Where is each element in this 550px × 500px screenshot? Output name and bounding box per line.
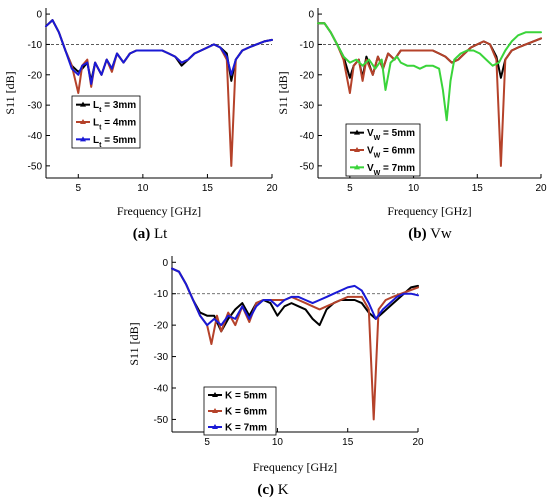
legend-label-main: K = 7mm (225, 423, 267, 434)
legend-label-main: L (93, 118, 99, 129)
y-tick-label: -30 (28, 101, 43, 112)
y-tick-label: -10 (28, 40, 43, 51)
y-axis-title: S11 [dB] (3, 71, 17, 114)
legend-marker-3 (354, 164, 360, 170)
legend-label-value: = 6mm (380, 146, 415, 157)
legend-label-3: VW = 7mm (367, 163, 415, 177)
panel-caption: (a) Lt (133, 226, 168, 242)
y-tick-label: -50 (300, 161, 315, 172)
legend-marker-2 (80, 119, 86, 124)
legend-marker-1 (354, 129, 360, 135)
series-line-1 (171, 267, 419, 333)
x-tick-label: 10 (137, 183, 149, 194)
y-tick-label: -30 (300, 101, 315, 112)
y-tick-label: -30 (154, 352, 169, 363)
x-tick-label: 20 (535, 183, 547, 194)
legend-label-value: = 3mm (101, 100, 136, 111)
legend-label-main: L (93, 100, 99, 111)
x-axis-title: Frequency [GHz] (253, 460, 337, 474)
legend-label-subscript: W (374, 152, 381, 159)
y-tick-label: -20 (28, 70, 43, 81)
legend-label-main: V (367, 146, 374, 157)
legend-label-value: = 4mm (101, 118, 136, 129)
chart-panel-a: 5 10 15 20 0 -10 -20 -30 -40 -50 Frequency [GHz] S1… (3, 8, 278, 242)
caption-letter: (a) (133, 226, 151, 242)
legend-label-value: = 7mm (380, 163, 415, 174)
legend-label-subscript: W (374, 135, 381, 142)
y-tick-label: -50 (154, 415, 169, 426)
x-tick-label: 20 (266, 183, 278, 194)
legend-label-1: K = 5mm (225, 391, 267, 402)
caption-text: K (274, 482, 289, 498)
caption-text: Lt (150, 226, 168, 242)
x-tick-label: 5 (76, 183, 82, 194)
x-tick-label: 20 (412, 437, 424, 448)
y-tick-label: 0 (36, 10, 42, 21)
legend-label-main: K = 5mm (225, 391, 267, 402)
x-tick-label: 15 (472, 183, 484, 194)
legend-marker-2 (354, 147, 360, 152)
legend-label-subscript: t (99, 124, 102, 131)
y-axis-title: S11 [dB] (276, 71, 290, 114)
series-line-3 (171, 267, 419, 327)
legend-label-1: VW = 5mm (367, 128, 415, 142)
legend-label-value: = 5mm (101, 135, 136, 146)
y-tick-label: -40 (28, 131, 43, 142)
legend-label-subscript: W (374, 169, 381, 176)
y-tick-label: -40 (300, 131, 315, 142)
series-line-3 (45, 19, 273, 85)
y-tick-label: -20 (300, 70, 315, 81)
x-tick-label: 5 (347, 183, 353, 194)
y-tick-label: -10 (300, 40, 315, 51)
legend-label-main: L (93, 135, 99, 146)
caption-letter: (c) (257, 482, 274, 498)
legend-label-3: Lt = 5mm (93, 135, 136, 149)
panel-caption: (b) Vw (408, 226, 452, 242)
x-tick-label: 15 (202, 183, 214, 194)
series-line-2 (317, 22, 542, 167)
y-tick-label: -50 (28, 161, 43, 172)
legend-label-value: = 5mm (380, 128, 415, 139)
y-tick-label: 0 (308, 10, 314, 21)
series-line-3 (317, 22, 542, 122)
legend-label-2: K = 6mm (225, 407, 267, 418)
legend-marker-1 (212, 392, 218, 397)
x-tick-label: 10 (272, 437, 284, 448)
legend-label-main: V (367, 128, 374, 139)
legend-label-subscript: t (99, 141, 102, 148)
x-tick-label: 5 (204, 437, 210, 448)
y-tick-label: -10 (154, 289, 169, 300)
legend: K = 5mm K = 6mm K = 7mm (203, 386, 277, 436)
legend-label-main: V (367, 163, 374, 174)
x-tick-label: 15 (342, 437, 354, 448)
y-tick-label: -20 (154, 321, 169, 332)
legend-label-2: Lt = 4mm (93, 118, 136, 132)
x-tick-label: 10 (408, 183, 420, 194)
y-tick-label: 0 (162, 258, 168, 269)
legend-label-main: K = 6mm (225, 407, 267, 418)
x-axis-title: Frequency [GHz] (387, 204, 471, 218)
panel-caption: (c) K (257, 482, 288, 498)
y-tick-label: -40 (154, 384, 169, 395)
caption-letter: (b) (408, 226, 426, 242)
chart-panel-b: 5 10 15 20 0 -10 -20 -30 -40 -50 Frequency [GHz] S1… (276, 8, 547, 242)
legend-marker-3 (212, 424, 218, 429)
x-axis-title: Frequency [GHz] (117, 204, 201, 218)
legend-label-subscript: t (99, 107, 102, 114)
caption-text: Vw (427, 226, 452, 242)
legend-marker-2 (212, 408, 218, 413)
legend-label-2: VW = 6mm (367, 146, 415, 160)
legend-label-1: Lt = 3mm (93, 100, 136, 114)
legend-label-3: K = 7mm (225, 423, 267, 434)
legend-marker-1 (80, 101, 86, 107)
chart-panel-c: 5 10 15 20 0 -10 -20 -30 -40 -50 Frequency [GHz] S1… (127, 256, 424, 498)
y-axis-title: S11 [dB] (127, 322, 141, 365)
legend-marker-3 (80, 136, 86, 142)
